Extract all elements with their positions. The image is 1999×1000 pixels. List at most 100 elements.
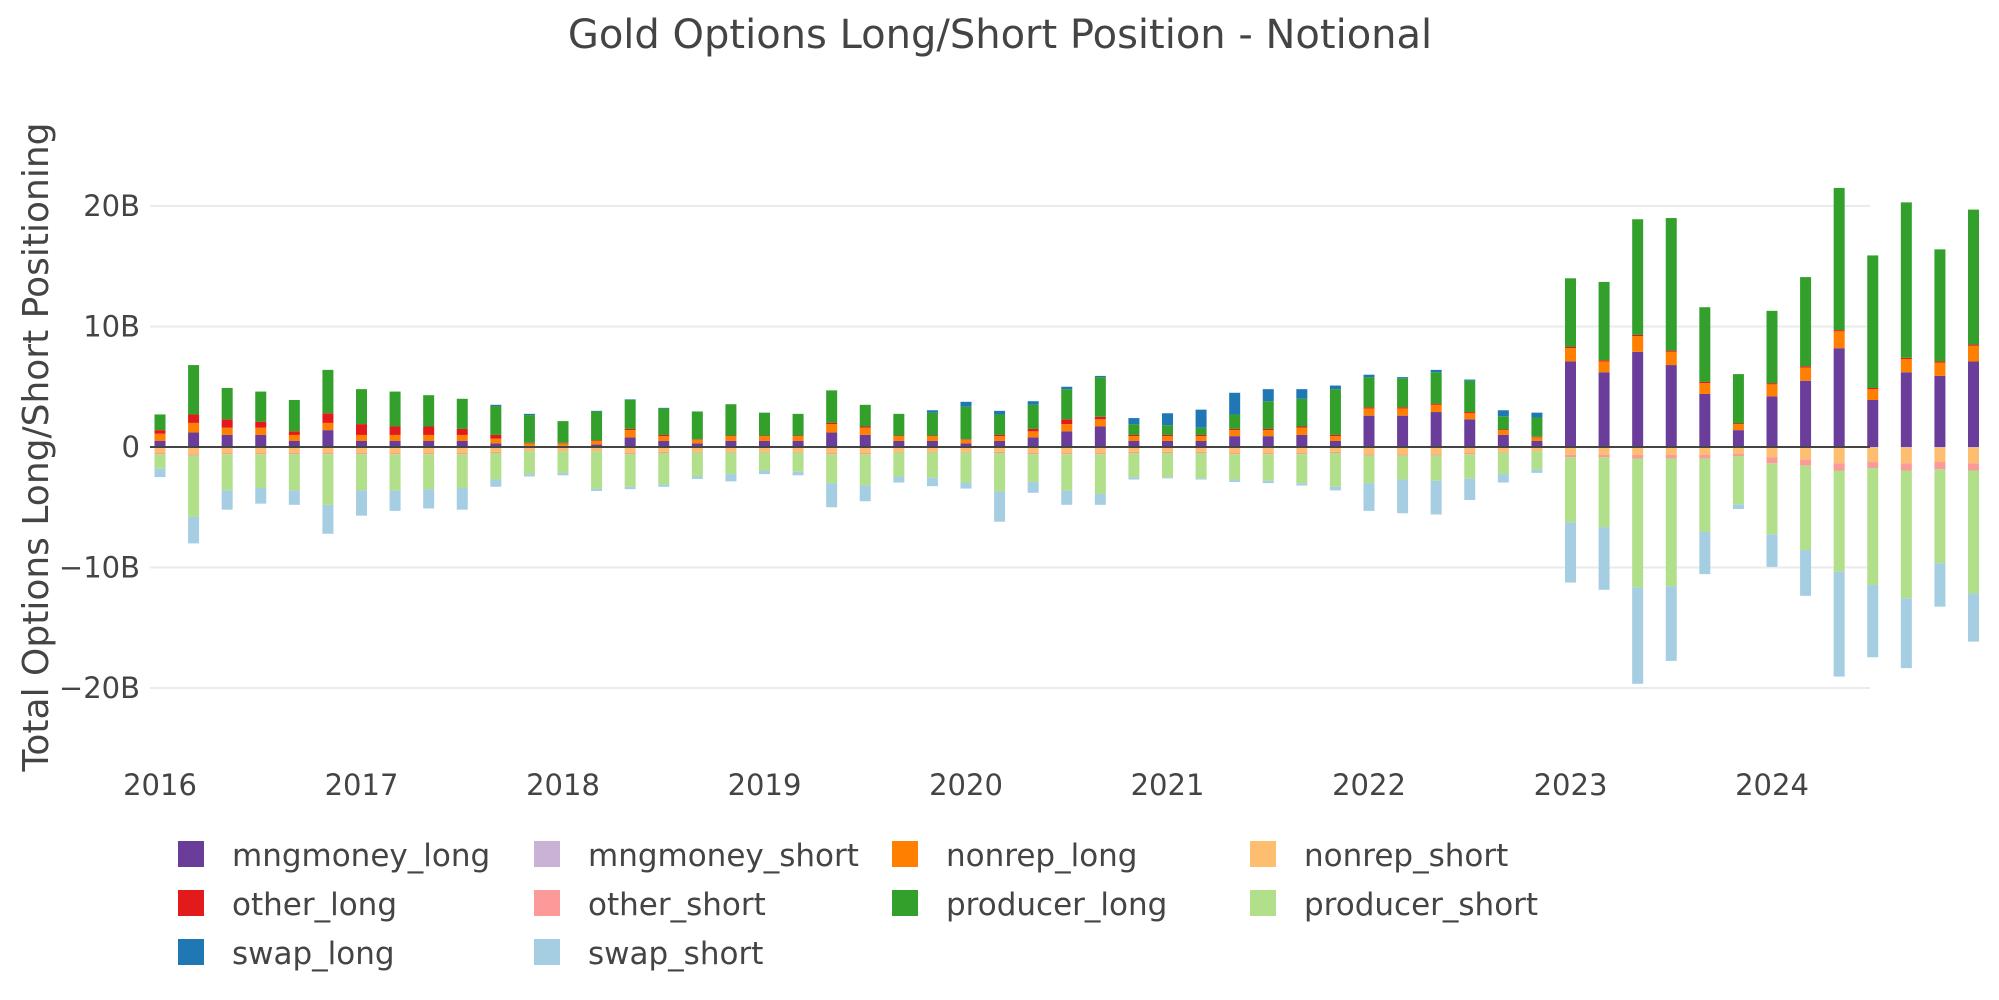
bar-other_short: [557, 450, 569, 452]
bar-swap_short: [1497, 474, 1509, 483]
bar-other_long: [1565, 346, 1576, 349]
bar-nonrep_long: [893, 436, 905, 441]
bar-nonrep_long: [456, 434, 468, 441]
bar-nonrep_long: [356, 434, 367, 441]
bar-nonrep_long: [1296, 427, 1308, 435]
bar-other_long: [1195, 434, 1207, 437]
x-tick-label: 2018: [526, 768, 600, 802]
bar-nonrep_long: [1632, 336, 1644, 352]
bar-producer_short: [1598, 457, 1610, 528]
bar-swap_short: [591, 488, 603, 491]
y-axis-title: Total Options Long/Short Positioning: [16, 122, 57, 772]
bar-nonrep_short: [557, 447, 569, 451]
bar-swap_short: [1162, 477, 1173, 479]
bar-nonrep_short: [490, 447, 502, 452]
bar-mngmoney_long: [154, 440, 166, 447]
bar-swap_long: [1229, 392, 1241, 415]
bar-swap_short: [624, 486, 636, 490]
bar-mngmoney_long: [658, 440, 670, 447]
bar-producer_short: [1329, 453, 1341, 487]
bar-nonrep_long: [859, 427, 871, 435]
bar-nonrep_long: [1732, 424, 1744, 431]
bar-mngmoney_long: [1162, 440, 1173, 447]
legend-item[interactable]: swap_short: [534, 936, 763, 972]
bar-other_long: [725, 435, 737, 437]
bar-nonrep_short: [1128, 447, 1140, 452]
bar-other_long: [893, 435, 905, 437]
x-axis-ticks: 2016 2017 2018 2019 2020 2021 2022 2023 2024: [123, 768, 1809, 802]
bar-other_short: [759, 451, 770, 453]
bar-mngmoney_long: [322, 430, 334, 447]
legend-item[interactable]: other_long: [178, 887, 397, 923]
bar-swap_short: [1833, 571, 1845, 677]
bar-nonrep_short: [188, 447, 200, 455]
bar-nonrep_short: [1867, 447, 1879, 463]
bar-nonrep_short: [322, 447, 334, 454]
legend-item[interactable]: swap_long: [178, 936, 395, 972]
bar-nonrep_short: [1632, 447, 1644, 455]
legend-item[interactable]: producer_long: [892, 887, 1167, 923]
bar-swap_short: [1968, 593, 1979, 642]
bar-other_long: [792, 435, 804, 437]
bar-swap_short: [1363, 483, 1375, 511]
bar-mngmoney_long: [423, 440, 435, 447]
legend-item[interactable]: producer_short: [1250, 887, 1538, 923]
legend-label: swap_short: [588, 936, 763, 972]
bar-other_long: [1497, 429, 1509, 431]
bar-producer_short: [624, 454, 636, 487]
bar-swap_short: [490, 479, 502, 487]
bar-producer_long: [221, 387, 233, 420]
bar-nonrep_short: [1800, 447, 1812, 460]
bar-nonrep_long: [1195, 436, 1207, 441]
bar-nonrep_long: [1699, 383, 1711, 394]
bar-producer_short: [288, 454, 300, 491]
bar-producer_short: [1934, 469, 1946, 564]
bar-mngmoney_short: [1968, 447, 1979, 448]
bar-nonrep_short: [1195, 447, 1207, 452]
legend-item[interactable]: mngmoney_short: [534, 838, 859, 874]
legend-item[interactable]: mngmoney_long: [178, 838, 490, 874]
bar-mngmoney_long: [926, 440, 938, 447]
bar-other_short: [154, 453, 166, 455]
bar-producer_short: [658, 453, 670, 485]
bar-nonrep_short: [1094, 447, 1106, 454]
bar-producer_short: [1061, 454, 1073, 491]
bar-producer_long: [1934, 249, 1946, 362]
bar-nonrep_short: [859, 447, 871, 454]
bar-producer_long: [356, 389, 367, 425]
bar-producer_long: [591, 411, 603, 441]
legend-item[interactable]: nonrep_long: [892, 838, 1137, 874]
bar-producer_long: [1094, 377, 1106, 417]
bar-nonrep_short: [1598, 447, 1610, 455]
bar-swap_short: [1061, 490, 1073, 505]
bar-nonrep_long: [490, 438, 502, 444]
legend-swatch: [1250, 841, 1276, 867]
bar-producer_long: [926, 412, 938, 436]
bar-other_long: [423, 426, 435, 435]
y-axis-ticks: 20B 10B 0 −10B −20B: [59, 189, 140, 705]
bar-nonrep_long: [1968, 345, 1979, 362]
bar-other_short: [859, 453, 871, 455]
legend-label: nonrep_long: [946, 838, 1137, 874]
bar-other_short: [1195, 451, 1207, 454]
x-tick-label: 2021: [1131, 768, 1205, 802]
legend-item[interactable]: nonrep_short: [1250, 838, 1508, 874]
bar-other_long: [523, 442, 535, 444]
bar-other_short: [624, 453, 636, 455]
bar-nonrep_long: [1665, 351, 1677, 366]
bar-producer_long: [624, 400, 636, 429]
legend-item[interactable]: other_short: [534, 887, 766, 923]
bar-swap_short: [725, 474, 737, 482]
bar-other_long: [759, 435, 770, 437]
legend-label: other_short: [588, 887, 766, 923]
bar-swap_short: [456, 487, 468, 510]
bar-other_short: [591, 450, 603, 452]
bar-producer_long: [994, 414, 1006, 435]
bar-producer_long: [893, 413, 905, 436]
bar-nonrep_short: [826, 447, 838, 454]
bar-swap_short: [423, 489, 435, 509]
bar-other_long: [255, 421, 267, 428]
bar-producer_short: [221, 454, 233, 491]
bar-nonrep_short: [1027, 447, 1039, 454]
